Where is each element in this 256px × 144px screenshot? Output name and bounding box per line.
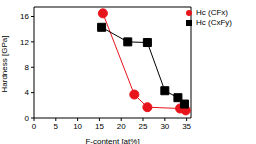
svg-text:16: 16 <box>20 12 29 21</box>
svg-text:Hardness [GPa]: Hardness [GPa] <box>8 36 9 93</box>
svg-text:30: 30 <box>160 122 169 131</box>
svg-text:20: 20 <box>117 122 126 131</box>
svg-text:10: 10 <box>73 122 82 131</box>
svg-text:8: 8 <box>25 63 30 72</box>
html-text:Hc (CxFy): Hc (CxFy) <box>196 18 232 27</box>
svg-text:0: 0 <box>32 122 37 131</box>
svg-text:15: 15 <box>95 122 104 131</box>
svg-text:4: 4 <box>25 88 30 97</box>
svg-text:25: 25 <box>139 122 148 131</box>
svg-text:0: 0 <box>25 114 30 123</box>
svg-text:F-content [at%]: F-content [at%] <box>85 137 139 144</box>
html-text:Hc (CFx): Hc (CFx) <box>196 8 228 17</box>
svg-text:5: 5 <box>54 122 59 131</box>
svg-text:12: 12 <box>20 38 29 47</box>
svg-text:35: 35 <box>182 122 191 131</box>
